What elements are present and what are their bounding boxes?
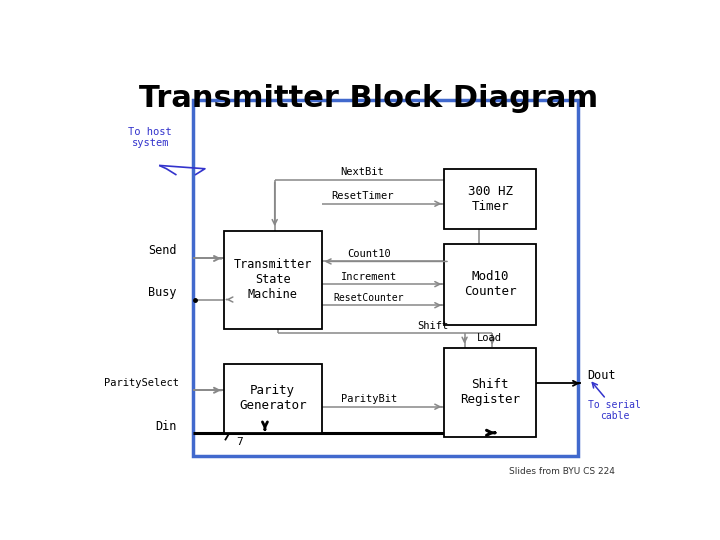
FancyBboxPatch shape: [224, 231, 322, 329]
Text: 300 HZ
Timer: 300 HZ Timer: [468, 185, 513, 213]
Text: Busy: Busy: [148, 286, 176, 299]
Text: Parity
Generator: Parity Generator: [239, 384, 307, 413]
Text: Din: Din: [155, 420, 176, 433]
Text: 7: 7: [236, 437, 243, 447]
Text: Transmitter
State
Machine: Transmitter State Machine: [233, 259, 312, 301]
Text: ResetTimer: ResetTimer: [331, 191, 394, 201]
Text: Shift: Shift: [418, 321, 449, 330]
Text: Mod10
Counter: Mod10 Counter: [464, 270, 517, 298]
Text: ParitySelect: ParitySelect: [104, 378, 179, 388]
Text: ParityBit: ParityBit: [341, 394, 397, 404]
FancyBboxPatch shape: [444, 348, 536, 437]
Text: To serial
cable: To serial cable: [588, 400, 641, 421]
FancyBboxPatch shape: [444, 168, 536, 229]
FancyBboxPatch shape: [444, 244, 536, 325]
Text: Dout: Dout: [588, 369, 616, 382]
Text: ResetCounter: ResetCounter: [334, 293, 404, 303]
Text: Count10: Count10: [347, 249, 391, 259]
Text: To host
system: To host system: [128, 127, 172, 148]
Text: Shift
Register: Shift Register: [460, 378, 521, 406]
Text: Send: Send: [148, 245, 176, 258]
Text: Load: Load: [477, 333, 502, 343]
Text: Increment: Increment: [341, 272, 397, 282]
FancyBboxPatch shape: [224, 364, 322, 433]
Text: Transmitter Block Diagram: Transmitter Block Diagram: [140, 84, 598, 112]
Text: NextBit: NextBit: [341, 167, 384, 177]
Text: Slides from BYU CS 224: Slides from BYU CS 224: [508, 467, 615, 476]
